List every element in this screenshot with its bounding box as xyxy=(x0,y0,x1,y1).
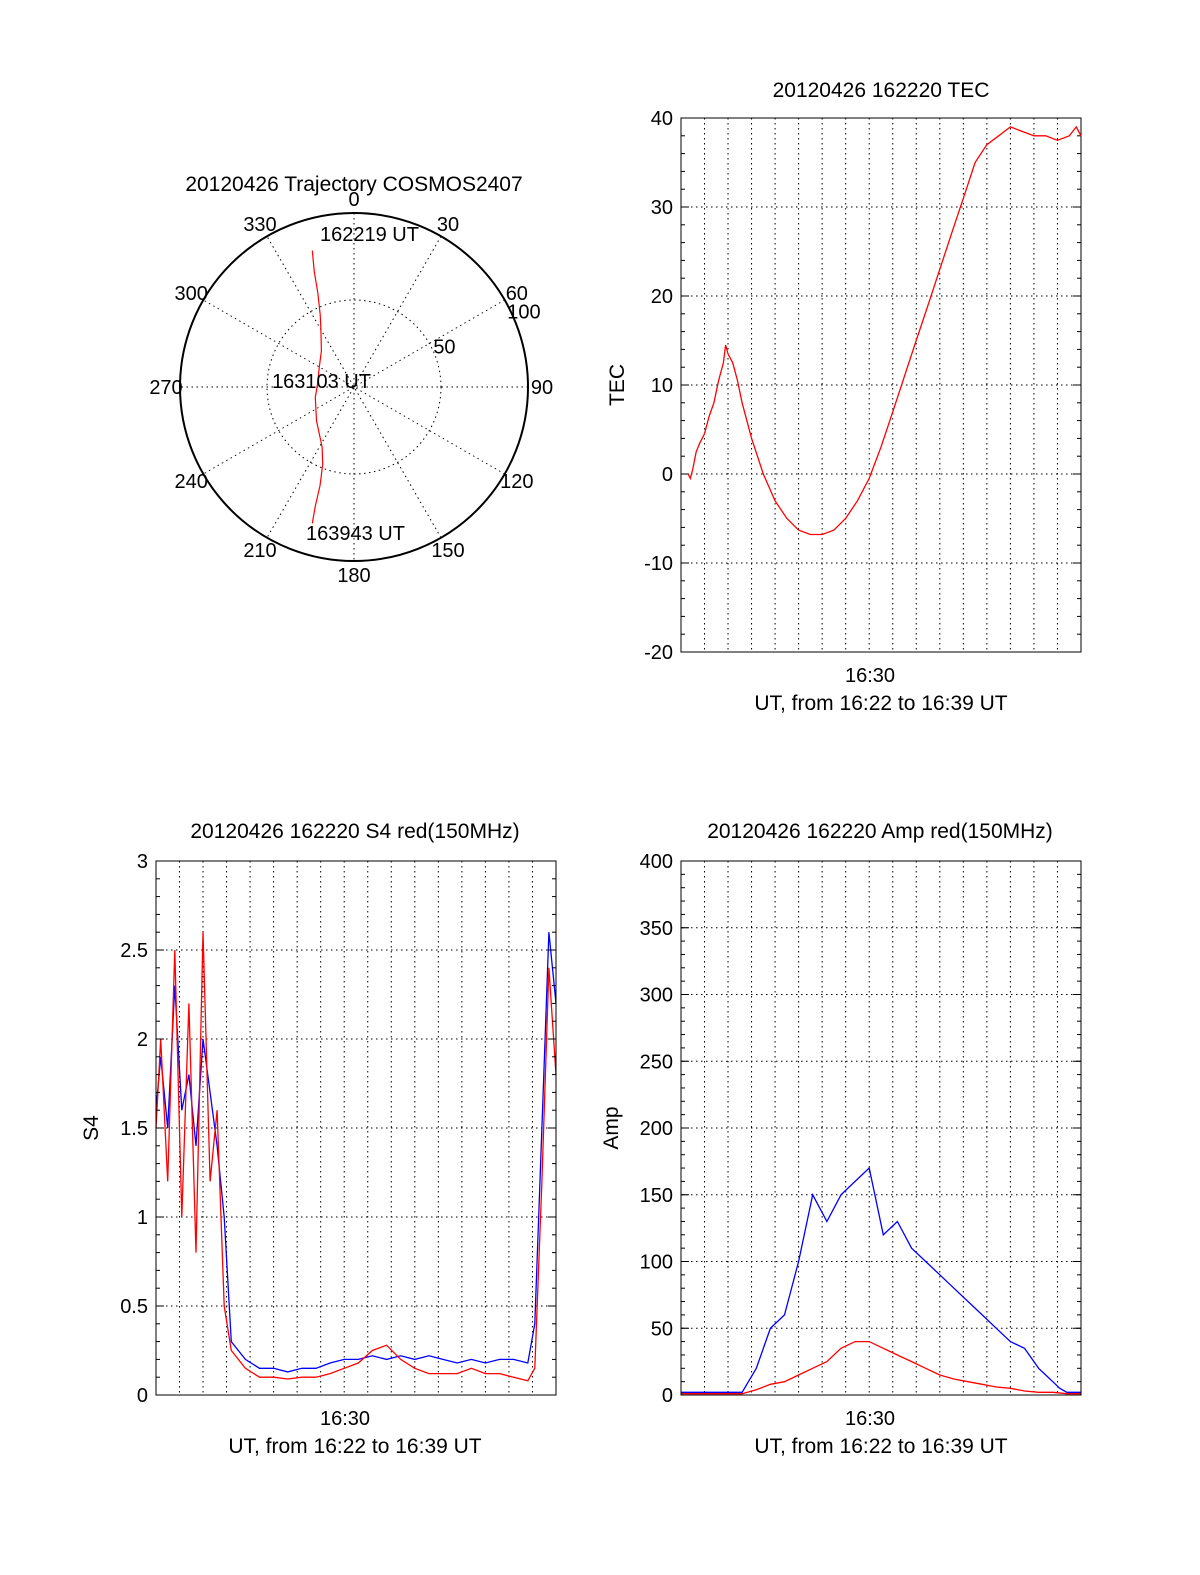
tec-x-label: UT, from 16:22 to 16:39 UT xyxy=(754,692,1007,715)
polar-trajectory-line xyxy=(311,250,324,524)
polar-azimuth-label: 330 xyxy=(243,214,276,236)
tec-ytick-label: 40 xyxy=(651,108,673,130)
s4-ytick-label: 2.5 xyxy=(120,940,148,962)
s4-series xyxy=(155,932,557,1382)
polar-ring-50 xyxy=(266,299,442,475)
tec-series-red xyxy=(687,125,1082,536)
polar-azimuth-label: 210 xyxy=(243,540,276,562)
amp-ytick-label: 100 xyxy=(640,1252,673,1274)
s4-ytick-label: 3 xyxy=(137,851,148,873)
s4-ytick-label: 0.5 xyxy=(120,1296,148,1318)
amp-ytick-label: 300 xyxy=(640,985,673,1007)
amp-ytick-label: 150 xyxy=(640,1185,673,1207)
polar-azimuth-label: 30 xyxy=(437,214,459,236)
amp-x-tick-label: 16:30 xyxy=(845,1408,895,1430)
amp-series xyxy=(681,1166,1081,1395)
polar-azimuth-label: 150 xyxy=(431,540,464,562)
polar-azimuth-label: 90 xyxy=(531,377,553,399)
amp-series-red xyxy=(681,1340,1081,1395)
amp-ytick-label: 400 xyxy=(640,851,673,873)
tec-ytick-label: 20 xyxy=(651,286,673,308)
s4-ytick-label: 2 xyxy=(137,1029,148,1051)
amp-ytick-label: 250 xyxy=(640,1051,673,1073)
polar-radial-label: 50 xyxy=(433,337,455,359)
polar-labels: 0 30 60 90 120 150 180 210 240 270 300 330 50 100 xyxy=(149,189,553,587)
polar-annotation-mid: 163103 UT xyxy=(272,371,371,393)
polar-azimuth-label: 120 xyxy=(500,471,533,493)
s4-y-ticks: 3 2.5 2 1.5 1 0.5 0 xyxy=(120,851,556,1407)
s4-x-tick-label: 16:30 xyxy=(320,1408,370,1430)
amp-series-blue xyxy=(681,1166,1081,1393)
polar-azimuth-label: 0 xyxy=(348,189,359,211)
s4-y-label: S4 xyxy=(80,1115,103,1141)
polar-azimuth-label: 270 xyxy=(149,377,182,399)
polar-chart: 20120426 Trajectory COSMOS2407 0 30 60 90 12… xyxy=(149,173,553,587)
polar-grid xyxy=(180,213,528,561)
tec-ytick-label: -10 xyxy=(644,553,673,575)
tec-chart: 20120426 162220 TEC 40 30 20 10 0 -10 -20 16:3… xyxy=(606,79,1082,715)
polar-annotation-start: 162219 UT xyxy=(320,224,419,246)
polar-azimuth-label: 300 xyxy=(174,283,207,305)
s4-grid xyxy=(156,861,556,1395)
amp-grid xyxy=(681,861,1081,1395)
polar-spoke xyxy=(266,236,442,538)
amp-title: 20120426 162220 Amp red(150MHz) xyxy=(707,820,1053,843)
polar-azimuth-label: 180 xyxy=(337,565,370,587)
s4-ytick-label: 0 xyxy=(137,1385,148,1407)
s4-title: 20120426 162220 S4 red(150MHz) xyxy=(190,820,519,843)
polar-azimuth-label: 240 xyxy=(174,471,207,493)
amp-ytick-label: 50 xyxy=(651,1318,673,1340)
s4-series-blue xyxy=(155,932,557,1373)
s4-x-label: UT, from 16:22 to 16:39 UT xyxy=(228,1435,481,1458)
amp-y-label: Amp xyxy=(600,1106,623,1149)
tec-ytick-label: 10 xyxy=(651,375,673,397)
amp-ytick-label: 200 xyxy=(640,1118,673,1140)
s4-series-red xyxy=(155,932,557,1382)
tec-title: 20120426 162220 TEC xyxy=(773,79,990,102)
tec-x-tick-label: 16:30 xyxy=(845,665,895,687)
polar-azimuth-label: 60 xyxy=(506,283,528,305)
amp-ytick-label: 350 xyxy=(640,918,673,940)
tec-ytick-label: 0 xyxy=(662,464,673,486)
polar-annotation-end: 163943 UT xyxy=(306,523,405,545)
s4-ytick-label: 1 xyxy=(137,1207,148,1229)
s4-chart: 20120426 162220 S4 red(150MHz) 3 2.5 2 1.5 1… xyxy=(80,820,557,1458)
s4-ytick-label: 1.5 xyxy=(120,1118,148,1140)
polar-radial-label: 100 xyxy=(507,301,540,323)
amp-ytick-label: 0 xyxy=(662,1385,673,1407)
amp-chart: 20120426 162220 Amp red(150MHz) 400 350 30… xyxy=(600,820,1082,1458)
tec-ytick-label: -20 xyxy=(644,642,673,664)
tec-grid xyxy=(681,118,1081,652)
tec-y-ticks: 40 30 20 10 0 -10 -20 xyxy=(644,108,1081,664)
tec-ytick-label: 30 xyxy=(651,197,673,219)
amp-y-ticks: 400 350 300 250 200 150 100 50 0 xyxy=(640,851,1081,1407)
amp-x-label: UT, from 16:22 to 16:39 UT xyxy=(754,1435,1007,1458)
tec-y-label: TEC xyxy=(606,364,629,406)
tec-series xyxy=(687,125,1082,536)
polar-spoke xyxy=(266,236,442,538)
polar-title: 20120426 Trajectory COSMOS2407 xyxy=(185,173,522,196)
